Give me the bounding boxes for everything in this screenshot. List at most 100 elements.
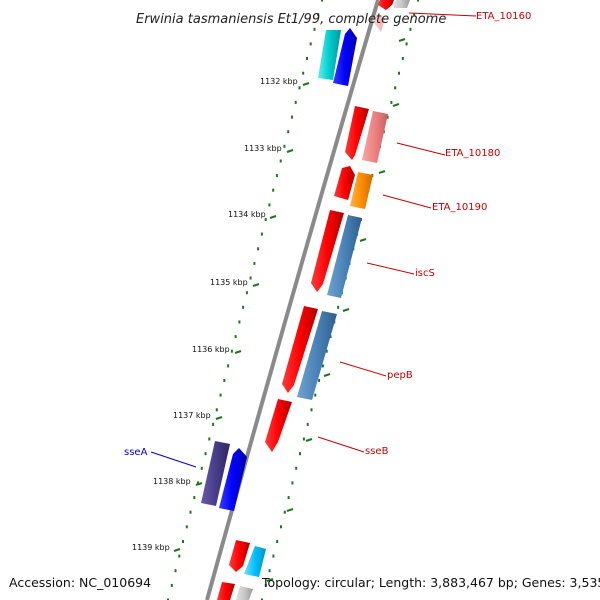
ruler-tick-right [378, 170, 386, 174]
label-leaders [150, 12, 477, 468]
gene-arrow[interactable] [219, 448, 247, 511]
gene-arrow[interactable] [236, 586, 253, 600]
ruler-label-1133: 1133 kbp [244, 144, 282, 153]
ruler-dot-left [253, 261, 256, 265]
ruler-dot-right [398, 71, 400, 75]
gene-label-ssea[interactable]: sseA [124, 447, 148, 458]
topology-text: Topology: circular; Length: 3,883,467 bp… [261, 575, 600, 590]
ruler-dot-right [329, 335, 332, 339]
ruler-dot-left [174, 569, 177, 573]
gene-arrow[interactable] [297, 311, 337, 400]
gene-arrow[interactable] [334, 166, 355, 200]
ruler-dot-left [317, 13, 320, 17]
ruler-label-1137: 1137 kbp [173, 411, 211, 420]
ruler-dot-left [193, 496, 196, 500]
gene-arrow[interactable] [333, 28, 357, 86]
gene-arrow[interactable] [378, 0, 394, 10]
ruler-tick-right [342, 308, 350, 312]
gene-label-iscs[interactable]: iscS [415, 268, 435, 279]
ruler-label-1134: 1134 kbp [228, 210, 266, 219]
gene-label-eta-10160[interactable]: ETA_10160 [476, 11, 531, 22]
ruler-dot-left [321, 0, 323, 2]
ruler-dot-left [272, 188, 275, 192]
ruler-dot-right [413, 13, 416, 17]
ruler-tick-left [252, 283, 260, 287]
ruler-dot-left [279, 159, 282, 163]
ruler-dot-left [257, 247, 260, 251]
gene-label-eta-10180[interactable]: ETA_10180 [445, 148, 500, 159]
ruler-dot-left [242, 305, 245, 309]
ruler-dot-right [394, 86, 397, 90]
leader-line [382, 194, 432, 209]
ruler-tick-right [359, 238, 367, 242]
ruler-tick-right [305, 438, 313, 442]
ruler-dot-right [299, 452, 301, 456]
gene-arrow[interactable] [265, 399, 292, 452]
gene-arrow[interactable] [244, 546, 266, 577]
gene-arrow[interactable] [372, 14, 385, 32]
ruler-dot-left [208, 437, 211, 441]
ruler-dot-left [238, 320, 241, 324]
leader-line [317, 436, 365, 453]
ruler-label-1136: 1136 kbp [192, 345, 230, 354]
ruler-tick-left [234, 350, 242, 354]
ruler-dot-right [302, 437, 305, 441]
ruler-dot-right [417, 0, 419, 2]
gene-arrow[interactable] [350, 172, 373, 209]
leader-line [339, 361, 387, 377]
ruler-dot-right [325, 349, 328, 353]
ruler-tick-right [392, 103, 400, 107]
ruler-dot-left [182, 540, 184, 543]
ruler-dot-left [185, 525, 188, 529]
ruler-dot-left [197, 481, 199, 485]
ruler-labels: 1132 kbp 1133 kbp 1134 kbp 1135 kbp 1136… [132, 77, 298, 552]
leader-line [408, 12, 477, 17]
gene-label-eta-10190[interactable]: ETA_10190 [432, 202, 487, 213]
ruler-dot-left [170, 583, 173, 587]
gene-arrow[interactable] [345, 106, 369, 160]
ruler-dot-right [295, 466, 298, 470]
ruler-dot-right [272, 554, 275, 558]
ruler-dot-left [287, 130, 290, 134]
gene-labels: ETA_10160 ETA_10180 ETA_10190 iscS pepB … [124, 11, 531, 458]
ruler-dot-left [264, 218, 267, 221]
ruler-dot-right [268, 569, 271, 573]
gene-arrow[interactable] [311, 210, 344, 292]
ruler-dot-right [386, 115, 389, 119]
ruler-dot-right [337, 305, 340, 309]
leader-line [150, 451, 197, 468]
gene-arrow[interactable] [393, 0, 410, 8]
ruler-dot-left [167, 598, 169, 600]
ruler-dot-left [260, 232, 263, 236]
ruler-dot-left [178, 554, 181, 558]
ruler-dot-right [276, 540, 279, 543]
gene-arrow[interactable] [327, 215, 362, 298]
ruler-dot-left [249, 276, 252, 280]
ruler-dot-right [306, 422, 309, 426]
gene-arrow[interactable] [282, 306, 318, 393]
ruler-tick-left [302, 82, 310, 86]
ruler-dot-left [306, 57, 308, 60]
gene-arrow[interactable] [318, 30, 341, 80]
ruler-tick-left [269, 215, 277, 219]
gene-arrow[interactable] [229, 540, 250, 572]
ruler-dot-left [291, 115, 293, 119]
ruler-dot-left [212, 422, 215, 426]
leader-line [366, 262, 415, 275]
ruler-dot-right [283, 510, 286, 514]
ruler-tick-left [173, 548, 181, 552]
ruler-dot-left [309, 42, 312, 46]
gene-arrow[interactable] [217, 582, 235, 600]
gene-label-pepb[interactable]: pepB [387, 370, 413, 381]
ruler-dot-right [405, 42, 408, 46]
gene-arrow[interactable] [362, 111, 388, 163]
ruler-dot-right [321, 364, 324, 368]
gene-arrow[interactable] [201, 441, 230, 506]
gene-label-sseb[interactable]: sseB [365, 446, 389, 457]
ruler-dot-left [223, 379, 226, 382]
ruler-tick-left [286, 149, 294, 153]
ruler-dot-right [310, 408, 313, 412]
ruler-dot-left [219, 393, 222, 397]
ruler-tick-right [398, 38, 406, 42]
ruler-dot-right [314, 393, 317, 397]
